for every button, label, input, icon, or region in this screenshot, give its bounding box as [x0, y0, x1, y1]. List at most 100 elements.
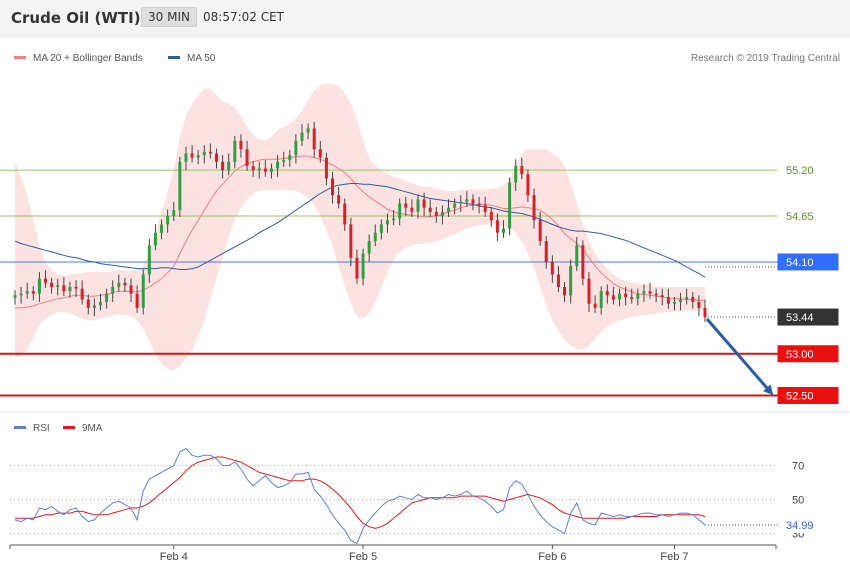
candle-body: [215, 153, 219, 162]
candle-body: [306, 128, 310, 133]
candle-body: [202, 151, 206, 156]
candle-body: [624, 293, 628, 298]
candle-body: [630, 297, 634, 299]
candle-body: [618, 293, 622, 300]
candle-body: [80, 288, 84, 300]
candle-body: [349, 224, 353, 258]
candle-body: [642, 291, 646, 294]
bollinger-band: [15, 83, 705, 371]
candle-body: [361, 253, 365, 279]
candle-body: [269, 168, 273, 172]
candle-body: [581, 245, 585, 279]
candle-body: [135, 293, 139, 308]
candle-body: [184, 153, 188, 162]
price-panel: 55.20 54.65 54.10 53.00 52.50 53.44: [0, 83, 839, 404]
candle-body: [172, 210, 176, 217]
candle-body: [276, 161, 280, 169]
candle-body: [398, 203, 402, 219]
candle-body: [153, 232, 157, 246]
candle-body: [31, 291, 35, 294]
candle-body: [257, 168, 261, 171]
rsi-legend: RSI 9MA: [14, 423, 103, 434]
timestamp: 08:57:02 CET: [203, 10, 284, 24]
candle-body: [337, 195, 341, 204]
level-tag-54.65-box: [777, 207, 839, 225]
chart-header: Crude Oil (WTI) 30 MIN 08:57:02 CET: [0, 0, 850, 37]
research-credit: Research © 2019 Trading Central: [691, 53, 840, 64]
candle-body: [672, 302, 676, 304]
ma20-legend-label: MA 20 + Bollinger Bands: [33, 53, 143, 64]
candle-body: [453, 203, 457, 208]
rsi-legend-label: RSI: [33, 423, 50, 434]
candle-body: [62, 285, 66, 292]
candle-body: [648, 291, 652, 294]
candle-body: [404, 203, 408, 208]
candle-body: [447, 207, 451, 212]
candle-body: [697, 302, 701, 308]
candle-body: [685, 297, 689, 300]
candle-body: [587, 278, 591, 304]
candle-body: [312, 128, 316, 150]
candle-body: [263, 168, 267, 172]
time-axis-label: Feb 6: [538, 551, 566, 563]
timeframe-button[interactable]: 30 MIN: [141, 7, 197, 27]
candle-body: [575, 245, 579, 267]
candle-body: [605, 291, 609, 296]
candle-body: [190, 153, 194, 158]
candle-body: [440, 211, 444, 217]
candle-body: [550, 261, 554, 275]
candle-body: [68, 286, 72, 292]
candle-body: [331, 178, 335, 196]
candle-body: [239, 140, 243, 150]
candle-body: [221, 161, 225, 171]
candle-body: [324, 157, 328, 179]
candle-body: [556, 274, 560, 287]
candle-body: [416, 199, 420, 212]
rsi-tick-50: 50: [792, 495, 804, 507]
candle-body: [385, 220, 389, 225]
instrument-title: Crude Oil (WTI): [11, 9, 141, 27]
time-axis-label: Feb 4: [160, 551, 188, 563]
candle-body: [86, 299, 90, 308]
last-price-tag: 53.44: [777, 308, 839, 326]
candle-body: [98, 302, 102, 306]
rsi-tick-70: 70: [792, 461, 804, 473]
candle-body: [514, 165, 518, 183]
level-tag-53.00-text: 53.00: [786, 349, 814, 361]
candle-body: [288, 155, 292, 161]
candle-body: [367, 241, 371, 254]
candle-body: [37, 278, 41, 294]
ma50-line: [14, 183, 706, 278]
level-tag-54.10-text: 54.10: [786, 257, 814, 269]
level-tag-54.65: 54.65: [777, 207, 839, 225]
candle-body: [50, 282, 54, 287]
candle-body: [160, 224, 164, 233]
candle-body: [538, 220, 542, 242]
candle-body: [74, 286, 78, 289]
candle-body: [105, 293, 109, 303]
candle-body: [563, 286, 567, 296]
candle-body: [117, 282, 121, 287]
candle-body: [526, 174, 530, 196]
chart-canvas: MA 20 + Bollinger Bands MA 50 Research ©…: [0, 53, 850, 563]
level-tag-52.50-text: 52.50: [786, 390, 814, 402]
candle-body: [147, 245, 151, 275]
candle-body: [459, 201, 463, 204]
candle-body: [392, 218, 396, 221]
candle-body: [489, 211, 493, 221]
level-tag-54.10: 54.10: [777, 253, 839, 271]
candle-body: [569, 266, 573, 296]
candle-body: [501, 228, 505, 233]
candle-body: [410, 207, 414, 212]
candle-body: [111, 286, 115, 294]
time-axis-label: Feb 5: [349, 551, 377, 563]
level-tag-52.50-box: [777, 386, 839, 404]
candle-body: [196, 155, 200, 158]
level-tag-55.20-box: [777, 161, 839, 179]
rsi-ma-legend-swatch: [63, 426, 75, 429]
candle-body: [233, 140, 237, 162]
candle-body: [465, 199, 469, 202]
rsi-legend-swatch: [14, 426, 26, 429]
level-tag-54.10-box: [777, 253, 839, 271]
